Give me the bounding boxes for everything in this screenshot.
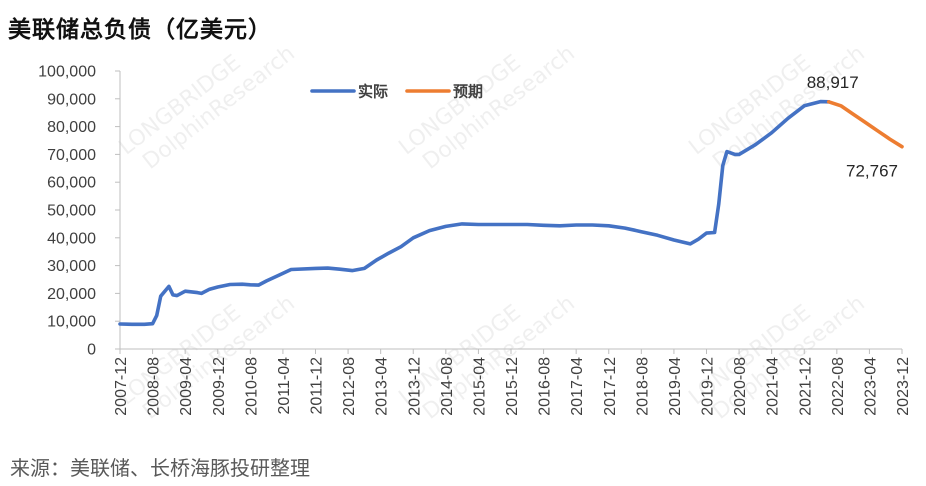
x-tick-label: 2022-08 xyxy=(830,357,847,416)
x-tick-label: 2017-12 xyxy=(602,357,619,416)
y-tick-label: 40,000 xyxy=(47,230,96,247)
y-tick-label: 70,000 xyxy=(47,147,96,164)
x-tick-label: 2019-12 xyxy=(700,357,717,416)
data-label-0: 88,917 xyxy=(807,73,859,92)
x-tick-label: 2015-12 xyxy=(504,357,521,416)
y-tick-label: 10,000 xyxy=(47,314,96,331)
x-tick-label: 2014-08 xyxy=(439,357,456,416)
page-title: 美联储总负债（亿美元） xyxy=(8,17,272,43)
x-tick-label: 2013-04 xyxy=(374,357,391,416)
y-tick-label: 90,000 xyxy=(47,91,96,108)
y-tick-label: 50,000 xyxy=(47,203,96,220)
x-tick-label: 2015-04 xyxy=(471,357,488,416)
x-tick-label: 2009-04 xyxy=(178,357,195,416)
x-tick-label: 2008-08 xyxy=(146,357,163,416)
x-tick-label: 2016-08 xyxy=(537,357,554,416)
data-label-1: 72,767 xyxy=(846,162,898,181)
x-tick-label: 2018-08 xyxy=(634,357,651,416)
y-tick-label: 100,000 xyxy=(38,64,96,81)
x-axis-labels: 2007-12 2008-08 2009-04 2009-12 2010-08 2011-… xyxy=(113,357,912,416)
series-line-forecast xyxy=(826,100,904,149)
chart-axes xyxy=(115,70,903,354)
x-tick-label: 2023-04 xyxy=(862,357,879,416)
series-lines xyxy=(118,99,904,327)
x-tick-label: 2013-12 xyxy=(406,357,423,416)
x-tick-label: 2017-04 xyxy=(569,357,586,416)
legend-label-0: 实际 xyxy=(358,83,388,101)
legend-label-1: 预期 xyxy=(453,83,483,101)
y-tick-label: 30,000 xyxy=(47,258,96,275)
x-tick-label: 2010-08 xyxy=(243,357,260,416)
x-tick-label: 2011-04 xyxy=(276,357,293,415)
x-tick-label: 2019-04 xyxy=(667,357,684,416)
x-tick-label: 2021-04 xyxy=(765,357,782,416)
x-tick-label: 2007-12 xyxy=(113,357,130,416)
x-tick-label: 2020-08 xyxy=(732,357,749,416)
data-labels: 88,917 72,767 xyxy=(807,73,898,181)
y-tick-label: 60,000 xyxy=(47,175,96,192)
source-note: 来源：美联储、长桥海豚投研整理 xyxy=(10,456,310,480)
x-tick-label: 2012-08 xyxy=(341,357,358,416)
y-tick-label: 80,000 xyxy=(47,119,96,136)
y-axis-labels: 0 10,000 20,000 30,000 40,000 50,000 60,000 70,… xyxy=(38,64,96,359)
x-tick-label: 2009-12 xyxy=(211,357,228,416)
x-tick-label: 2021-12 xyxy=(797,357,814,416)
y-tick-label: 0 xyxy=(87,342,96,359)
x-tick-label: 2023-12 xyxy=(895,357,912,416)
y-tick-label: 20,000 xyxy=(47,286,96,303)
x-tick-label: 2011-12 xyxy=(309,357,326,415)
legend: 实际 预期 xyxy=(310,83,483,101)
series-line-actual xyxy=(118,99,831,327)
